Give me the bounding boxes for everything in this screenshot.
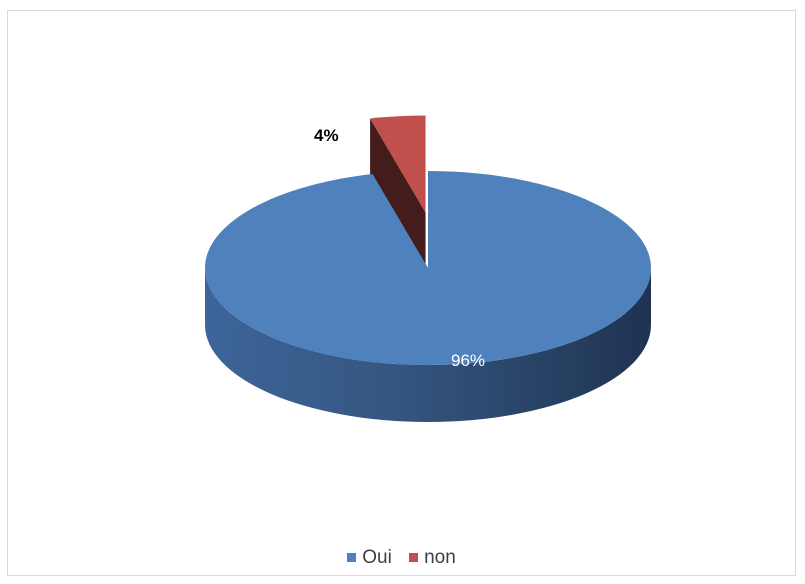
legend-swatch-non bbox=[409, 553, 419, 562]
slice-side-face bbox=[370, 118, 426, 270]
legend-item-non: non bbox=[409, 547, 456, 569]
slice-outer-wall bbox=[205, 268, 651, 422]
legend-item-oui: Oui bbox=[347, 547, 392, 569]
legend: Oui non bbox=[8, 546, 795, 569]
legend-label-oui: Oui bbox=[362, 546, 392, 568]
legend-label-non: non bbox=[424, 546, 456, 568]
slice-top-face bbox=[370, 115, 426, 213]
pie-slice-non bbox=[370, 115, 426, 270]
legend-swatch-oui bbox=[347, 553, 357, 562]
slice-top-face bbox=[205, 171, 651, 366]
data-label-non: 4% bbox=[314, 126, 339, 145]
pie-slice-oui bbox=[205, 171, 651, 422]
chart-area: 4% 96% Oui non bbox=[7, 10, 796, 576]
pie-chart: 4% 96% bbox=[205, 115, 651, 422]
data-label-oui: 96% bbox=[451, 351, 485, 370]
